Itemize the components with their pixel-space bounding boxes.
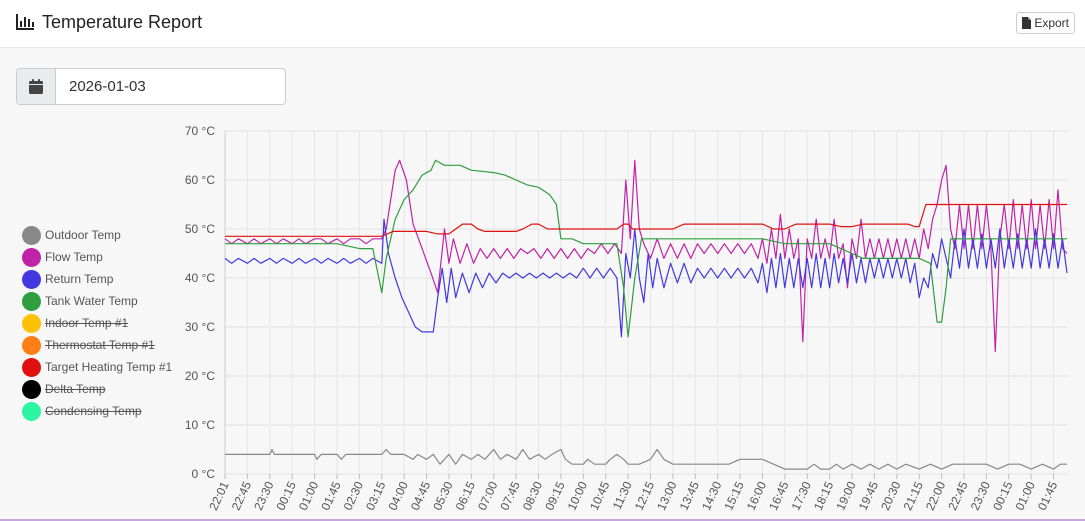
x-tick-label: 23:30 [251,479,277,512]
x-tick-label: 19:00 [833,479,859,512]
bar-chart-icon [16,14,34,30]
page-header: Temperature Report Export [0,0,1085,48]
x-tick-label: 14:30 [699,479,725,512]
x-tick-label: 22:01 [206,479,232,512]
x-tick-label: 12:15 [632,479,658,512]
x-tick-label: 02:30 [341,479,367,512]
series-line [225,448,1067,470]
legend-label: Tank Water Temp [45,294,138,308]
y-tick-label: 60 °C [185,173,215,187]
legend-item[interactable]: Condensing Temp [22,400,172,422]
chart-legend: Outdoor Temp Flow Temp Return Temp Tank Wat… [22,224,172,422]
x-tick-label: 00:15 [274,479,300,512]
legend-color-dot [22,357,41,377]
temperature-chart: 0 °C 10 °C 20 °C 30 °C 40 °C 50 °C 60 °C 70 °C 2… [185,124,1068,512]
y-tick-label: 50 °C [185,222,215,236]
title-group: Temperature Report [15,11,202,33]
legend-item[interactable]: Delta Temp [22,378,172,400]
x-tick-label: 08:30 [520,479,546,512]
y-tick-label: 30 °C [185,320,215,334]
legend-label: Target Heating Temp #1 [45,360,173,374]
legend-label: Indoor Temp #1 [45,316,129,330]
legend-label: Delta Temp [45,382,106,396]
legend-color-dot [22,225,41,245]
x-tick-label: 06:15 [453,479,479,512]
x-tick-label: 04:45 [408,479,434,512]
legend-item[interactable]: Outdoor Temp [22,224,172,246]
legend-label: Return Temp [45,272,114,286]
series-line [224,159,1068,353]
legend-item[interactable]: Target Heating Temp #1 [22,356,172,378]
page-bottom-border [0,519,1085,521]
legend-item[interactable]: Flow Temp [22,246,172,268]
series-line [225,203,1067,237]
legend-label: Condensing Temp [45,404,142,418]
x-tick-label: 16:45 [766,479,792,512]
y-tick-label: 40 °C [185,271,215,285]
legend-label: Outdoor Temp [45,228,121,242]
file-icon [1022,17,1032,29]
x-tick-label: 01:00 [296,479,322,512]
x-tick-label: 10:45 [587,479,613,512]
x-tick-label: 13:00 [654,479,680,512]
legend-color-dot [22,247,41,267]
x-tick-label: 04:00 [385,479,411,512]
x-tick-label: 21:15 [901,479,927,512]
x-tick-label: 05:30 [430,479,456,512]
export-button[interactable]: Export [1016,12,1075,34]
x-tick-label: 22:45 [945,479,971,512]
x-tick-label: 01:45 [318,479,344,512]
date-input[interactable] [56,69,285,104]
x-tick-label: 16:00 [744,479,770,512]
y-tick-label: 0 °C [192,467,216,481]
series-line [224,218,1068,338]
x-tick-label: 09:15 [542,479,568,512]
x-tick-label: 01:00 [1013,479,1039,512]
x-tick-label: 15:15 [721,479,747,512]
series-line [225,159,1067,338]
calendar-icon [29,79,43,94]
y-tick-label: 70 °C [185,124,215,138]
export-button-label: Export [1034,16,1069,30]
x-tick-label: 23:30 [968,479,994,512]
page-title: Temperature Report [42,12,203,32]
x-tick-label: 22:00 [923,479,949,512]
legend-item[interactable]: Return Temp [22,268,172,290]
x-tick-label: 07:00 [475,479,501,512]
x-tick-label: 17:30 [789,479,815,512]
x-tick-label: 19:45 [856,479,882,512]
date-picker[interactable] [16,68,286,105]
x-tick-label: 18:15 [811,479,837,512]
x-tick-label: 03:15 [363,479,389,512]
x-tick-label: 20:30 [878,479,904,512]
y-tick-label: 10 °C [185,418,215,432]
legend-color-dot [22,379,41,399]
legend-color-dot [22,401,41,421]
legend-label: Thermostat Temp #1 [45,338,155,352]
date-picker-addon[interactable] [17,69,56,104]
x-tick-label: 22:45 [229,479,255,512]
legend-color-dot [22,313,41,333]
x-tick-label: 01:45 [1035,479,1061,512]
x-tick-label: 07:45 [497,479,523,512]
legend-color-dot [22,335,41,355]
legend-item[interactable]: Thermostat Temp #1 [22,334,172,356]
x-tick-label: 13:45 [677,479,703,512]
legend-label: Flow Temp [45,250,103,264]
y-tick-label: 20 °C [185,369,215,383]
legend-item[interactable]: Tank Water Temp [22,290,172,312]
legend-color-dot [22,291,41,311]
legend-color-dot [22,269,41,289]
legend-item[interactable]: Indoor Temp #1 [22,312,172,334]
x-tick-label: 10:00 [565,479,591,512]
x-tick-label: 00:15 [990,479,1016,512]
